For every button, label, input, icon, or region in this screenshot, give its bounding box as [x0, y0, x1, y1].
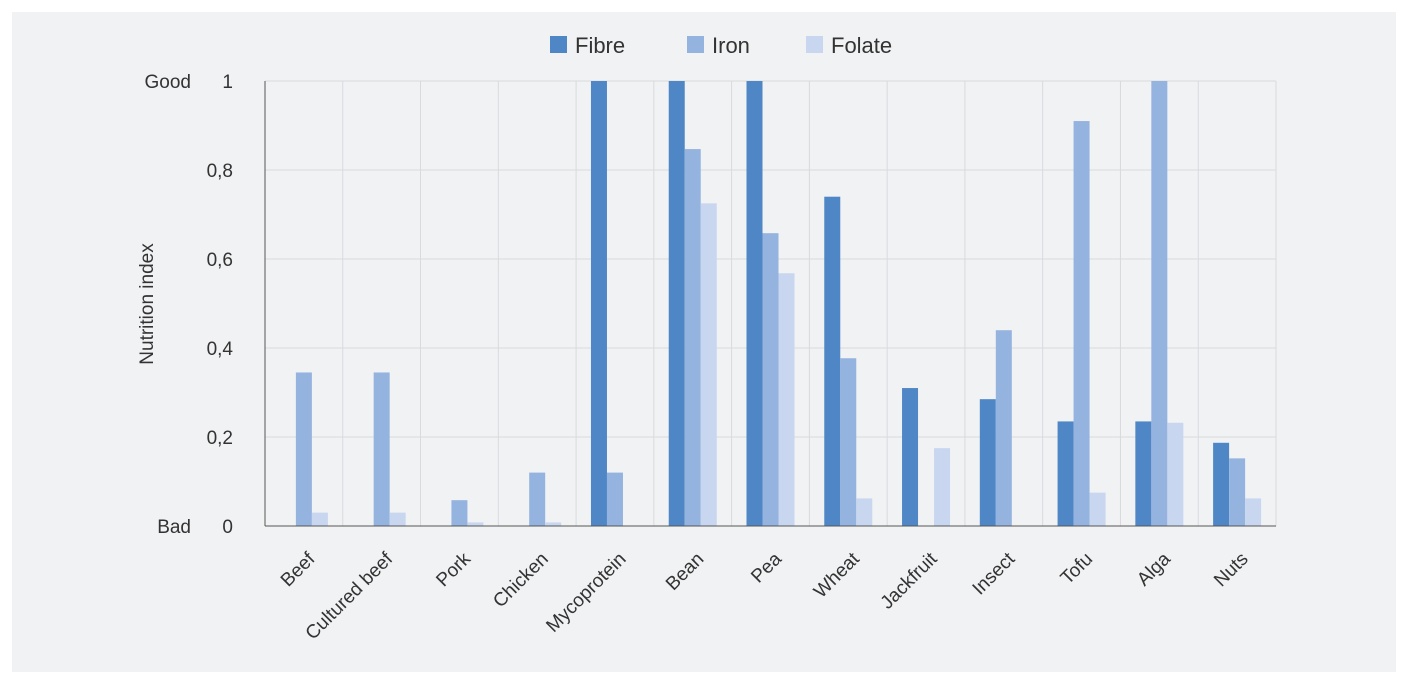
x-tick-label: Nuts — [1210, 549, 1252, 591]
bar-iron-bean — [684, 149, 701, 526]
bar-fibre-wheat — [824, 196, 841, 526]
bar-iron-pork — [451, 500, 468, 526]
x-tick-label: Jackfruit — [877, 548, 942, 613]
bars — [295, 81, 1262, 527]
y-tick-labels: 0 0,2 0,4 0,6 0,8 1 Bad Good — [145, 72, 234, 538]
legend: Fibre Iron Folate — [550, 33, 892, 58]
x-tick-label: Pork — [432, 548, 475, 591]
bar-iron-nuts — [1229, 458, 1246, 526]
bar-fibre-tofu — [1057, 421, 1074, 526]
x-tick-label: Chicken — [489, 549, 552, 612]
bar-folate-alga — [1167, 422, 1184, 526]
y-qualitative-bottom: Bad — [157, 517, 191, 538]
bar-fibre-jackfruit — [902, 388, 919, 526]
y-tick-label: 0,2 — [207, 428, 233, 449]
y-tick-label: 0,6 — [207, 250, 233, 271]
bar-folate-beef — [311, 512, 328, 526]
legend-label-fibre: Fibre — [575, 33, 625, 58]
bar-fibre-bean — [668, 81, 685, 526]
legend-swatch-iron — [687, 36, 704, 53]
bar-folate-chicken — [545, 522, 562, 526]
bar-folate-pork — [467, 522, 484, 526]
bar-iron-pea — [762, 233, 779, 526]
bar-folate-jackfruit — [934, 448, 951, 526]
bar-fibre-pea — [746, 81, 763, 526]
bar-iron-insect — [995, 330, 1012, 526]
bar-folate-tofu — [1089, 492, 1106, 526]
axes — [264, 81, 1276, 527]
bar-folate-bean — [700, 203, 717, 526]
bar-fibre-insect — [979, 399, 996, 526]
legend-swatch-fibre — [550, 36, 567, 53]
bar-fibre-nuts — [1213, 442, 1230, 526]
x-tick-label: Tofu — [1057, 549, 1097, 589]
bar-iron-mycoprotein — [606, 472, 623, 526]
bar-folate-pea — [778, 273, 795, 526]
bar-iron-wheat — [840, 358, 857, 526]
bar-iron-tofu — [1073, 121, 1090, 527]
x-tick-label: Pea — [747, 548, 786, 587]
legend-swatch-folate — [806, 36, 823, 53]
bar-fibre-mycoprotein — [590, 81, 607, 526]
bar-folate-wheat — [856, 498, 873, 526]
y-tick-label: 0,8 — [207, 161, 233, 182]
y-tick-label: 0,4 — [207, 339, 234, 360]
x-tick-label: Alga — [1133, 548, 1175, 590]
bar-fibre-alga — [1135, 421, 1152, 526]
legend-label-iron: Iron — [712, 33, 750, 58]
x-tick-label: Wheat — [810, 548, 864, 602]
x-tick-label: Bean — [662, 549, 708, 595]
y-tick-label: 0 — [222, 517, 233, 538]
bar-iron-beef — [295, 372, 312, 526]
legend-label-folate: Folate — [831, 33, 892, 58]
x-tick-label: Beef — [277, 548, 320, 591]
x-tick-label: Insect — [969, 548, 1020, 599]
y-qualitative-top: Good — [145, 72, 191, 93]
bar-iron-alga — [1151, 81, 1168, 526]
bar-iron-cultured-beef — [373, 372, 390, 526]
bar-iron-chicken — [529, 472, 546, 526]
bar-folate-cultured-beef — [389, 512, 406, 526]
x-tick-label: Mycoprotein — [542, 549, 630, 637]
y-axis-title: Nutrition index — [137, 243, 158, 365]
bar-folate-nuts — [1245, 498, 1262, 526]
y-tick-label: 1 — [222, 72, 233, 93]
